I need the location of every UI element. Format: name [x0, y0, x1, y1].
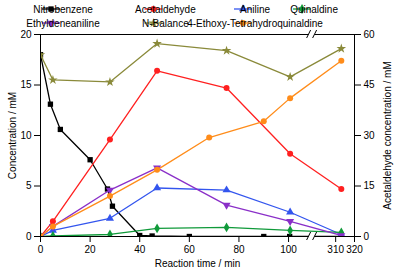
svg-text:5: 5 [26, 180, 32, 191]
svg-text:Quinaldine: Quinaldine [290, 4, 338, 15]
svg-text:45: 45 [364, 79, 376, 90]
svg-text:Ethyldeneaniline: Ethyldeneaniline [26, 18, 100, 29]
svg-text:Reaction time / min: Reaction time / min [155, 258, 241, 269]
svg-text:4-Ethoxy-Tetrahydroquinaldine: 4-Ethoxy-Tetrahydroquinaldine [187, 18, 323, 29]
svg-text:15: 15 [364, 180, 376, 191]
svg-text:20: 20 [85, 244, 97, 255]
svg-text:N-Balance: N-Balance [142, 18, 189, 29]
svg-text:15: 15 [20, 79, 32, 90]
svg-text:40: 40 [134, 244, 146, 255]
svg-text:320: 320 [346, 244, 363, 255]
svg-text:10: 10 [20, 130, 32, 141]
svg-text:0: 0 [38, 244, 44, 255]
svg-text:Acetaldehyde concentration / m: Acetaldehyde concentration / mM [382, 61, 393, 209]
svg-text:60: 60 [364, 29, 376, 40]
svg-text:80: 80 [233, 244, 245, 255]
svg-text:100: 100 [280, 244, 297, 255]
svg-text:0: 0 [26, 231, 32, 242]
svg-text:Aniline: Aniline [240, 4, 270, 15]
svg-text:Nitrobenzene: Nitrobenzene [33, 4, 93, 15]
svg-text:Concentration / mM: Concentration / mM [7, 92, 18, 179]
svg-text:30: 30 [364, 130, 376, 141]
svg-text:60: 60 [184, 244, 196, 255]
svg-text:20: 20 [20, 29, 32, 40]
svg-text:0: 0 [364, 231, 370, 242]
svg-text:310: 310 [327, 244, 344, 255]
svg-text:Acetaldehyde: Acetaldehyde [135, 4, 196, 15]
